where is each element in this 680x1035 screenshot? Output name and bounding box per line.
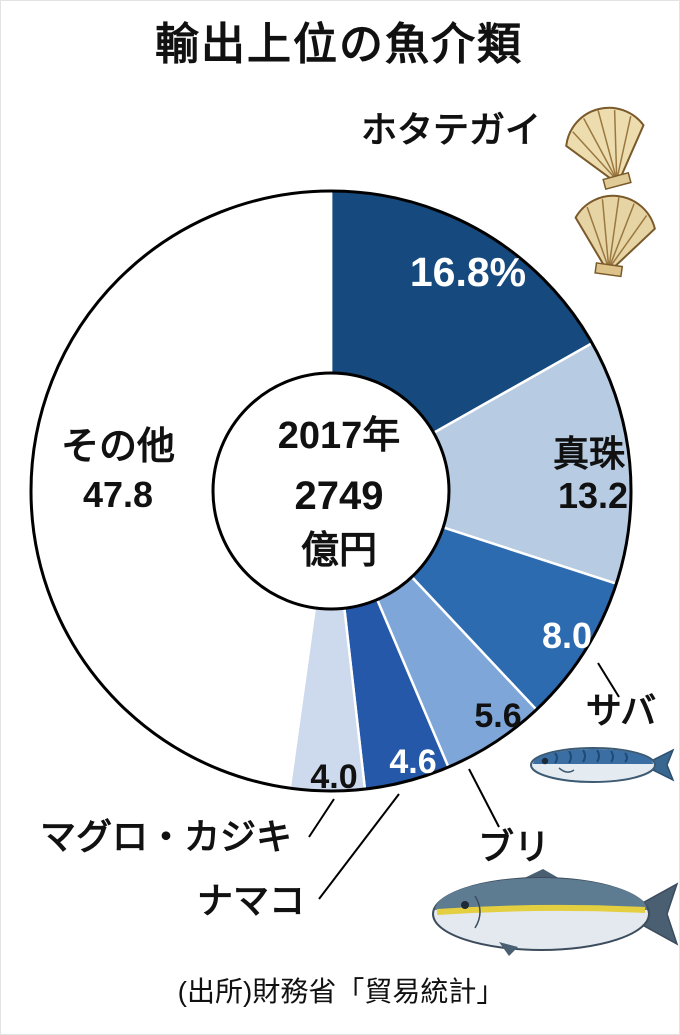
label-sonota: その他 <box>61 426 175 468</box>
label-buri: ブリ <box>478 826 550 867</box>
mackerel-eye <box>541 757 549 765</box>
scallop-shell <box>574 194 656 275</box>
yellowtail-stripe <box>436 904 646 915</box>
yellowtail-eye <box>461 901 469 909</box>
value-sonota: 47.8 <box>83 474 153 515</box>
center-year: 2017年 <box>278 415 401 457</box>
value-shinju: 13.2 <box>558 475 628 516</box>
label-namako: ナマコ <box>197 880 305 921</box>
scallop-icon <box>574 194 656 278</box>
value-saba: 8.0 <box>542 615 592 656</box>
label-hotategai: ホタテガイ <box>361 109 541 150</box>
scallop-ribs <box>572 110 632 181</box>
yellowtail-pelvic-fin <box>499 942 518 956</box>
scallop-ribs <box>586 197 648 270</box>
scallop-hinge <box>594 262 624 278</box>
mackerel-stripes <box>554 749 628 764</box>
scallop-hinge <box>602 171 632 191</box>
chart-title: 輸出上位の魚介類 <box>155 20 523 69</box>
center-amount: 2749 <box>295 474 384 518</box>
donut-hole <box>211 371 451 611</box>
leader-line-buri <box>468 768 500 828</box>
value-maguro-kajiki: 4.0 <box>310 758 357 796</box>
mackerel-icon <box>530 747 675 783</box>
mackerel-fin <box>558 767 575 773</box>
donut-outline <box>29 189 633 793</box>
yellowtail-back <box>435 878 647 910</box>
value-buri: 5.6 <box>474 697 521 735</box>
leader-line-saba <box>597 662 620 698</box>
yellowtail-icon <box>432 869 679 956</box>
source-note: (出所)財務省「貿易統計」 <box>178 976 505 1007</box>
value-namako: 4.6 <box>389 743 436 781</box>
yellowtail-gill <box>474 895 481 929</box>
value-hotategai: 16.8% <box>410 249 526 295</box>
label-shinju: 真珠 <box>553 433 626 474</box>
label-saba: サバ <box>586 690 657 731</box>
scallop-shell <box>565 106 645 186</box>
scallop-icon <box>565 106 645 191</box>
center-unit: 億円 <box>301 530 377 572</box>
leader-line-namako <box>318 793 400 900</box>
leader-line-maguro-kajiki <box>308 798 335 838</box>
mackerel-back <box>533 749 653 764</box>
label-maguro-kajiki: マグロ・カジキ <box>40 816 292 857</box>
